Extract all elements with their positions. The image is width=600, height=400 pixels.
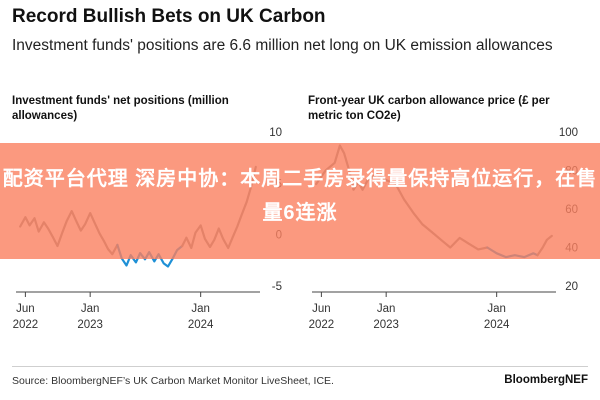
positions-x-tick-month: Jan [81, 303, 100, 315]
overlay-banner [0, 143, 600, 259]
price-x-tick-year: 2022 [309, 319, 335, 331]
price-x-tick-month: Jun [312, 303, 331, 315]
price-x-tick-year: 2024 [484, 319, 510, 331]
price-y-tick-label: 100 [559, 127, 578, 139]
chart-title: Record Bullish Bets on UK Carbon [12, 6, 326, 27]
positions-x-tick-year: 2023 [77, 319, 103, 331]
positions-x-tick-year: 2024 [188, 319, 214, 331]
overlay-banner-text: 配资平台代理 深房中协：本周二手房录得量保持高位运行，在售量6连涨 [2, 168, 598, 224]
positions-x-tick-year: 2022 [13, 319, 39, 331]
positions-y-tick-label: -5 [272, 281, 282, 293]
footer-divider [12, 366, 588, 367]
price-x-tick-month: Jan [487, 303, 506, 315]
positions-x-tick-month: Jan [191, 303, 210, 315]
chart-subtitle: Investment funds' positions are 6.6 mill… [12, 37, 553, 54]
price-y-tick-label: 20 [565, 281, 578, 293]
left-panel-title: Investment funds' net positions (million… [12, 95, 229, 122]
source-note: Source: BloombergNEF’s UK Carbon Market … [12, 375, 334, 387]
price-x-tick-month: Jan [377, 303, 396, 315]
right-panel-title: Front-year UK carbon allowance price (£ … [308, 95, 550, 122]
positions-x-tick-month: Jun [16, 303, 35, 315]
positions-y-tick-label: 10 [269, 127, 282, 139]
brand-logo: BloombergNEF [504, 374, 588, 386]
price-x-tick-year: 2023 [373, 319, 399, 331]
